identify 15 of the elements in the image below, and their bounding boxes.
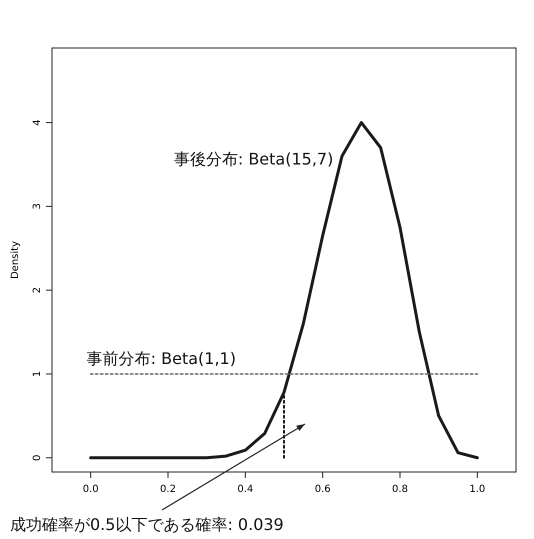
x-tick-label: 0.4 <box>237 484 254 495</box>
y-tick-label: 0 <box>32 454 43 461</box>
y-tick-label: 1 <box>32 370 43 378</box>
x-tick-label: 0.6 <box>314 484 331 495</box>
text: 成功確率が0.5以下である確率: 0.039 <box>10 515 284 534</box>
y-tick-label: 2 <box>32 286 43 294</box>
y-tick-label: 3 <box>32 203 43 210</box>
x-tick-label: 0.8 <box>392 484 408 495</box>
x-tick-label: 1.0 <box>469 484 486 495</box>
series-label: 事前分布: Beta(1,1) <box>86 348 236 368</box>
x-tick-label: 0.2 <box>160 484 176 495</box>
y-tick-label: 4 <box>32 119 43 126</box>
series-label: 事後分布: Beta(15,7) <box>174 150 334 169</box>
x-tick-label: 0.0 <box>82 484 99 495</box>
y-axis-title: Density <box>10 240 21 280</box>
